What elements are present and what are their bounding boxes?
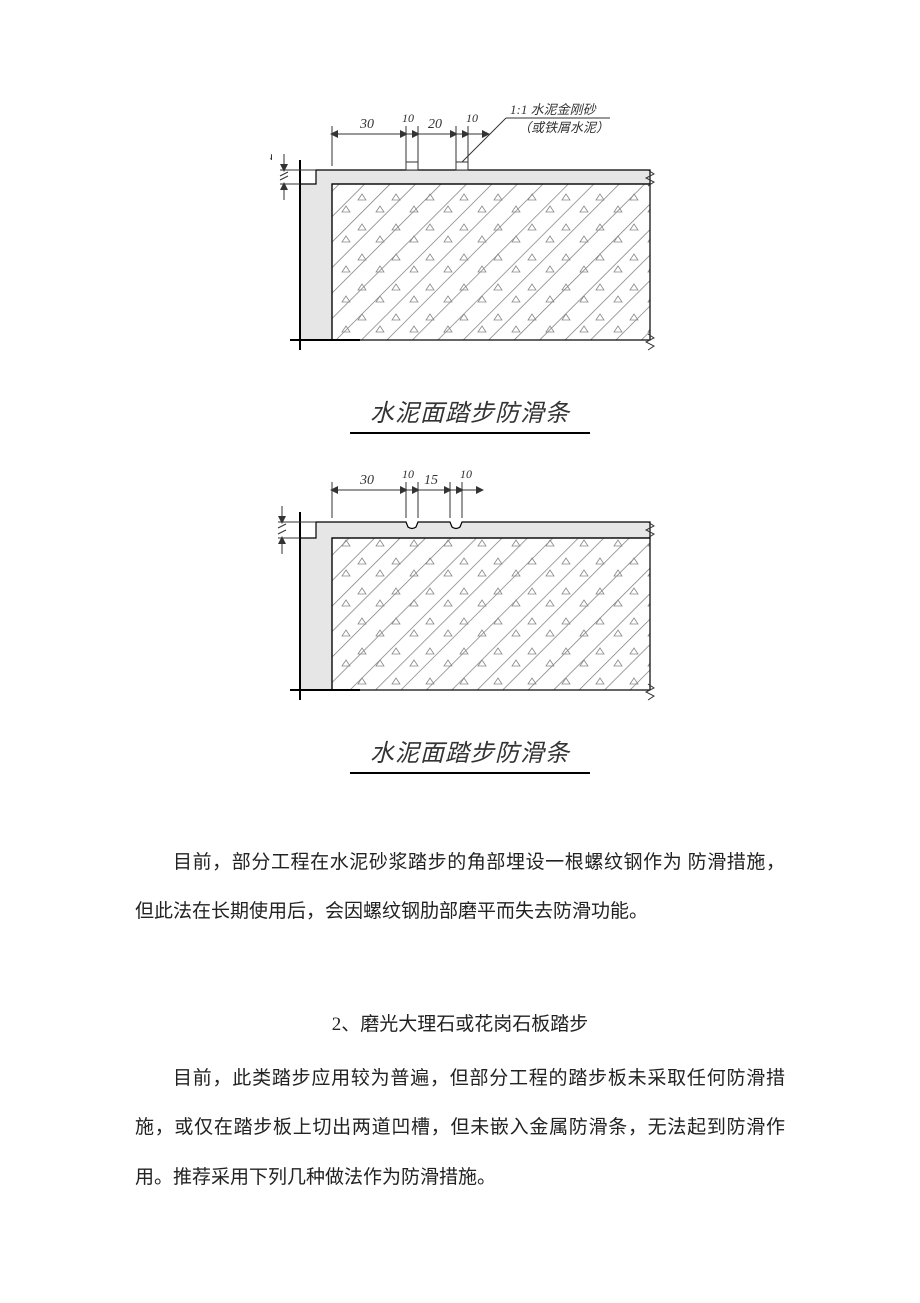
fig2-dim-2: 15 [424, 473, 438, 488]
paragraph-2: 目前，此类踏步应用较为普遍，但部分工程的踏步板未采取任何防滑措施，或仅在踏步板上… [135, 1054, 785, 1202]
figure-1: 30 10 20 10 2 6 1:1 水泥金刚砂 （或铁屑水泥） 水泥面踏步防… [270, 100, 670, 430]
figure-1-caption: 水泥面踏步防滑条 [362, 389, 578, 430]
fig1-dim-ext [332, 126, 468, 166]
fig2-aggregate [332, 538, 650, 690]
fig1-aggregate [332, 184, 650, 340]
subheading-2: 2、磨光大理石或花岗石板踏步 [135, 1000, 785, 1049]
fig2-dim-ext [332, 482, 462, 518]
fig2-dim-1: 10 [402, 467, 414, 481]
fig1-dim-3: 10 [466, 111, 478, 125]
fig2-dim-3: 10 [460, 467, 472, 481]
figure-2-svg: 30 10 15 10 6 [270, 464, 670, 730]
fig1-dim-2: 20 [428, 117, 442, 132]
fig1-note-1: 1:1 水泥金刚砂 [510, 102, 597, 117]
fig1-dim-left-bot: 6 [270, 193, 272, 200]
fig1-dim-0: 30 [359, 117, 374, 132]
fig1-dim-left-top: 2 [270, 153, 276, 160]
figure-1-caption-underline [350, 432, 590, 434]
fig1-dim-1: 10 [402, 111, 414, 125]
figure-2-caption: 水泥面踏步防滑条 [362, 729, 578, 770]
fig1-notch-1 [406, 162, 418, 170]
fig2-dim-0: 30 [359, 473, 374, 488]
fig1-notch-2 [456, 162, 468, 170]
figure-2-caption-underline [350, 772, 590, 774]
paragraph-1: 目前，部分工程在水泥砂浆踏步的角部埋设一根螺纹钢作为 防滑措施，但此法在长期使用… [135, 838, 785, 937]
fig1-note-2: （或铁屑水泥） [518, 120, 609, 135]
figure-1-svg: 30 10 20 10 2 6 1:1 水泥金刚砂 （或铁屑水泥） [270, 100, 670, 390]
figure-2: 30 10 15 10 6 水泥面踏步防滑条 [270, 464, 670, 770]
